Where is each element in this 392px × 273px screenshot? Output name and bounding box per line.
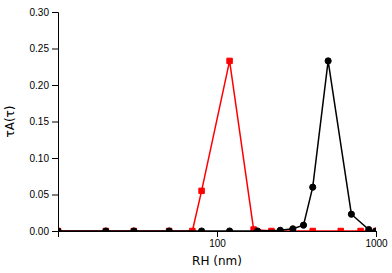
series-marker (348, 211, 354, 217)
series-marker (338, 228, 343, 231)
y-tick-mark (52, 122, 58, 123)
series-marker (300, 222, 306, 228)
y-tick: 0.15 (30, 116, 58, 127)
series-line (58, 61, 376, 231)
series-marker (166, 228, 171, 231)
y-tick: 0.30 (30, 7, 58, 18)
y-axis-title: τA(τ) (3, 105, 17, 137)
series-marker (366, 226, 372, 231)
y-tick-label: 0.25 (30, 43, 50, 54)
y-tick-mark (52, 12, 58, 13)
series-marker (58, 228, 61, 231)
y-tick-label: 0.15 (30, 116, 50, 127)
series-marker (166, 228, 172, 231)
x-tick: 1000 (365, 231, 388, 249)
series-marker (199, 228, 205, 231)
series-marker (131, 228, 137, 231)
y-tick-label: 0.00 (30, 226, 50, 237)
y-tick-label: 0.10 (30, 153, 50, 164)
series-marker (290, 226, 296, 231)
x-axis-title: RH (nm) (192, 254, 242, 268)
x-axis-line (59, 232, 377, 238)
series-marker (310, 184, 316, 190)
y-tick-label: 0.20 (30, 80, 50, 91)
series-marker (227, 58, 232, 63)
series-marker (373, 228, 376, 231)
series-line (58, 61, 376, 231)
y-tick-mark (52, 85, 58, 86)
x-axis: 100 1000 (59, 231, 389, 249)
series-marker (103, 228, 109, 231)
x-tick-mark (217, 231, 218, 237)
plot-area (58, 58, 376, 231)
y-tick: 0.05 (30, 189, 58, 200)
y-tick-mark (52, 195, 58, 196)
series-marker (358, 228, 363, 231)
y-tick: 0.20 (30, 80, 58, 91)
x-tick-mark (376, 231, 377, 237)
series-marker (373, 228, 376, 231)
y-tick: 0.00 (30, 226, 58, 237)
series-marker (254, 228, 260, 231)
y-tick-mark (52, 49, 58, 50)
y-axis-line (52, 13, 59, 232)
y-tick-mark (52, 231, 58, 232)
x-tick-label: 1000 (365, 238, 388, 249)
y-tick-mark (52, 158, 58, 159)
series-marker (277, 227, 283, 231)
x-tick: 100 (209, 231, 226, 249)
y-axis: 0.00 0.05 0.10 0.15 0.20 0.25 0.30 (30, 7, 59, 237)
x-tick-label: 100 (209, 238, 226, 249)
series-marker (103, 228, 108, 231)
series-marker (58, 228, 61, 231)
series-marker (310, 228, 315, 231)
y-tick-label: 0.05 (30, 189, 50, 200)
series-marker (226, 228, 232, 231)
y-tick: 0.10 (30, 153, 58, 164)
series-marker (131, 228, 136, 231)
y-tick-label: 0.30 (30, 7, 50, 18)
series-marker (199, 188, 204, 193)
chart: 100 1000 0.00 0.05 0.10 0.15 0.20 0.25 0.30 RH (n… (0, 0, 392, 273)
y-tick: 0.25 (30, 43, 58, 54)
series-marker (325, 58, 331, 64)
